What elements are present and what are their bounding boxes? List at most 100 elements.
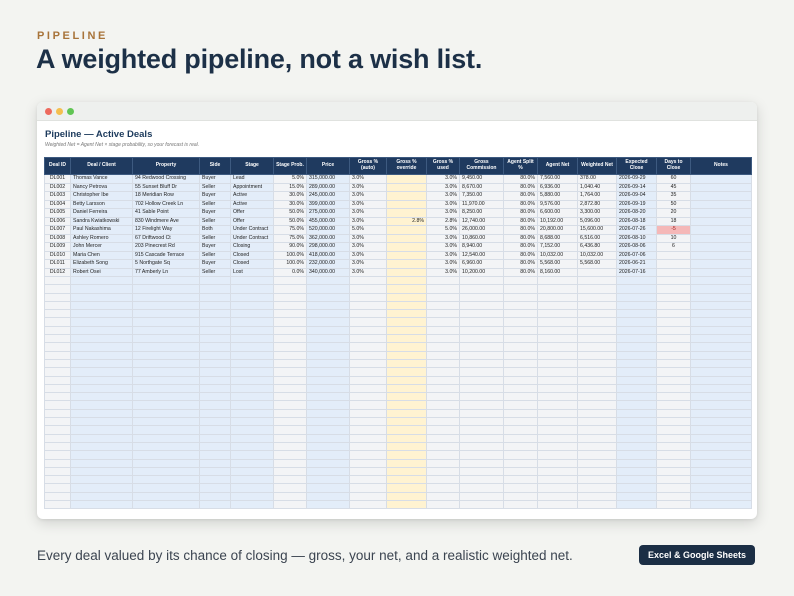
table-cell[interactable] <box>306 275 350 286</box>
table-cell[interactable] <box>426 441 460 452</box>
table-cell[interactable]: 289,000.00 <box>306 182 350 192</box>
table-cell[interactable] <box>230 491 274 502</box>
table-cell[interactable]: Buyer <box>199 259 231 269</box>
table-cell[interactable] <box>273 367 307 377</box>
table-cell[interactable]: 830 Windmere Ave <box>132 216 200 226</box>
table-cell[interactable] <box>690 208 752 218</box>
table-cell[interactable] <box>306 450 350 460</box>
table-cell[interactable]: 5.0% <box>426 225 460 235</box>
table-cell[interactable]: Closed <box>230 250 274 260</box>
table-cell[interactable] <box>306 317 350 327</box>
table-cell[interactable]: Daniel Ferreira <box>70 208 133 218</box>
table-cell[interactable]: John Mercer <box>70 242 133 252</box>
table-cell[interactable]: 378.00 <box>577 174 617 184</box>
table-cell[interactable] <box>656 300 691 311</box>
table-cell[interactable] <box>132 433 200 443</box>
column-header[interactable]: Weighted Net <box>577 157 617 175</box>
table-cell[interactable] <box>656 483 691 493</box>
table-cell[interactable] <box>459 441 504 452</box>
table-cell[interactable] <box>273 425 307 435</box>
table-cell[interactable] <box>656 466 691 477</box>
table-cell[interactable] <box>44 383 71 394</box>
table-cell[interactable] <box>426 466 460 477</box>
table-cell[interactable] <box>426 408 460 419</box>
table-cell[interactable] <box>199 475 231 485</box>
table-cell[interactable]: 7,560.00 <box>537 174 578 184</box>
table-cell[interactable] <box>577 491 617 502</box>
table-cell[interactable]: 2026-09-19 <box>616 199 657 209</box>
table-cell[interactable] <box>503 342 538 352</box>
table-cell[interactable]: 10,032.00 <box>577 250 617 260</box>
table-cell[interactable] <box>577 433 617 443</box>
table-cell[interactable] <box>426 275 460 286</box>
table-cell[interactable]: 6,960.00 <box>459 259 504 269</box>
column-header[interactable]: Side <box>199 157 231 175</box>
table-cell[interactable]: 9,450.00 <box>459 174 504 184</box>
minimize-window-icon[interactable] <box>56 108 63 115</box>
table-cell[interactable] <box>44 417 71 427</box>
table-cell[interactable] <box>386 242 427 252</box>
table-cell[interactable] <box>70 433 133 443</box>
table-cell[interactable]: 12,740.00 <box>459 216 504 226</box>
table-cell[interactable]: Closing <box>230 242 274 252</box>
table-cell[interactable]: DL004 <box>44 199 71 209</box>
table-cell[interactable] <box>306 383 350 394</box>
table-cell[interactable] <box>656 392 691 402</box>
table-cell[interactable] <box>132 425 200 435</box>
table-cell[interactable] <box>44 400 71 410</box>
table-cell[interactable] <box>459 284 504 294</box>
table-cell[interactable] <box>70 350 133 360</box>
table-cell[interactable]: Ashley Romero <box>70 233 133 243</box>
table-cell[interactable]: 67 Driftwood Ct <box>132 233 200 243</box>
table-cell[interactable] <box>656 408 691 419</box>
table-cell[interactable] <box>132 300 200 311</box>
table-cell[interactable] <box>349 433 387 443</box>
table-cell[interactable] <box>537 292 578 302</box>
table-cell[interactable]: 9,576.00 <box>537 199 578 209</box>
table-cell[interactable] <box>459 425 504 435</box>
table-cell[interactable]: Lost <box>230 267 274 277</box>
table-cell[interactable] <box>426 375 460 385</box>
table-cell[interactable] <box>426 342 460 352</box>
table-cell[interactable] <box>459 433 504 443</box>
table-cell[interactable] <box>426 325 460 336</box>
table-cell[interactable] <box>273 441 307 452</box>
table-cell[interactable] <box>199 458 231 468</box>
table-cell[interactable]: 100.0% <box>273 250 307 260</box>
table-cell[interactable] <box>577 334 617 344</box>
table-cell[interactable] <box>230 275 274 286</box>
table-cell[interactable] <box>306 400 350 410</box>
table-cell[interactable] <box>616 417 657 427</box>
table-cell[interactable] <box>199 392 231 402</box>
table-cell[interactable] <box>503 367 538 377</box>
table-cell[interactable] <box>690 275 752 286</box>
table-cell[interactable] <box>426 367 460 377</box>
table-cell[interactable] <box>656 450 691 460</box>
table-cell[interactable] <box>537 491 578 502</box>
table-cell[interactable] <box>44 392 71 402</box>
table-cell[interactable] <box>349 284 387 294</box>
table-cell[interactable] <box>690 242 752 252</box>
table-cell[interactable] <box>577 383 617 394</box>
table-cell[interactable] <box>537 358 578 369</box>
table-cell[interactable] <box>537 334 578 344</box>
table-cell[interactable] <box>690 350 752 360</box>
table-cell[interactable] <box>273 284 307 294</box>
table-cell[interactable] <box>386 191 427 201</box>
table-cell[interactable] <box>656 458 691 468</box>
table-cell[interactable] <box>386 334 427 344</box>
table-cell[interactable]: 6,436.80 <box>577 242 617 252</box>
table-cell[interactable] <box>577 400 617 410</box>
table-cell[interactable] <box>690 425 752 435</box>
table-cell[interactable]: 6,516.00 <box>577 233 617 243</box>
table-cell[interactable] <box>44 425 71 435</box>
table-cell[interactable]: 3,300.00 <box>577 208 617 218</box>
table-cell[interactable] <box>273 350 307 360</box>
table-cell[interactable]: Buyer <box>199 191 231 201</box>
table-cell[interactable] <box>70 275 133 286</box>
table-cell[interactable] <box>273 325 307 336</box>
table-cell[interactable]: 3.0% <box>349 182 387 192</box>
table-cell[interactable] <box>44 367 71 377</box>
table-cell[interactable] <box>616 334 657 344</box>
table-cell[interactable] <box>132 292 200 302</box>
